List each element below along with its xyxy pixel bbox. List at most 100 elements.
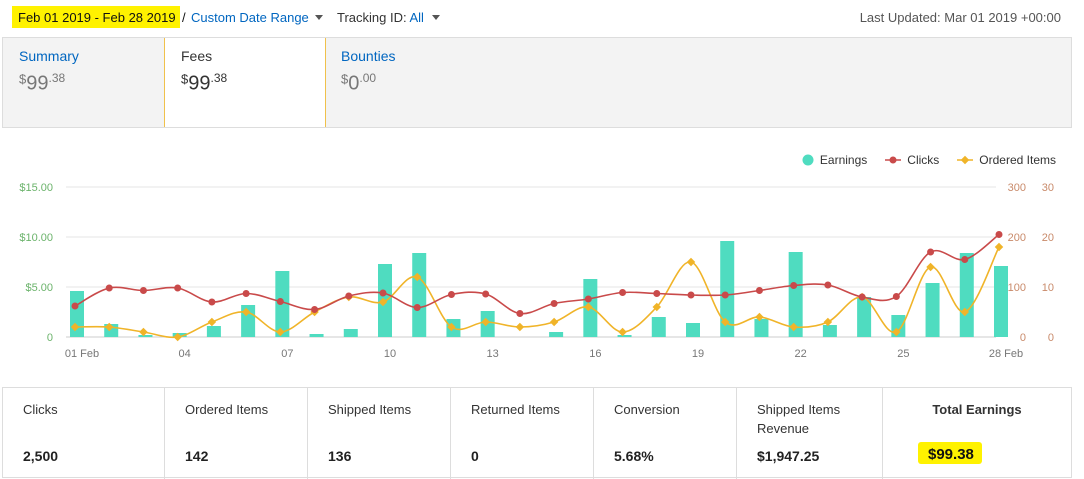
stat-label: Returned Items bbox=[471, 402, 560, 417]
clicks-point bbox=[276, 298, 284, 305]
earnings-bar bbox=[138, 335, 153, 337]
y-tick-label-earnings: 0 bbox=[47, 332, 53, 344]
tracking-id-label: Tracking ID: bbox=[337, 10, 407, 25]
ordered-items-point bbox=[926, 262, 935, 272]
ordered-items-line bbox=[74, 246, 1000, 339]
x-tick-label: 13 bbox=[487, 348, 499, 360]
tracking-id-value[interactable]: All bbox=[409, 10, 424, 25]
ordered-items-point bbox=[549, 317, 559, 327]
x-tick-label: 19 bbox=[692, 348, 704, 360]
chart-area: Earnings Clicks Ordered Items $15.00 300 3… bbox=[2, 127, 1072, 387]
date-separator: / bbox=[182, 10, 186, 25]
y-tick-label-earnings: $5.00 bbox=[25, 282, 53, 294]
clicks-point bbox=[379, 289, 387, 297]
clicks-point bbox=[516, 310, 524, 317]
stat-value: 2,500 bbox=[23, 448, 59, 464]
y-tick-label-clicks: 100 bbox=[1008, 282, 1026, 294]
x-tick-label: 07 bbox=[281, 348, 293, 360]
ordered-items-point bbox=[207, 317, 217, 327]
ordered-items-point bbox=[584, 302, 593, 312]
ordered-items-point bbox=[789, 322, 798, 332]
clicks-point bbox=[447, 291, 455, 298]
clicks-point bbox=[961, 256, 969, 263]
earnings-bar bbox=[994, 266, 1008, 337]
earnings-bar bbox=[206, 326, 221, 337]
stat-returned-items: Returned Items 0 bbox=[451, 388, 594, 479]
clicks-line bbox=[74, 233, 1000, 315]
chart-legend: Earnings Clicks Ordered Items bbox=[802, 153, 1056, 167]
legend-clicks-marker bbox=[885, 156, 902, 164]
x-tick-label: 01 Feb bbox=[65, 348, 99, 360]
earnings-bar bbox=[343, 329, 358, 337]
tracking-id-dropdown[interactable]: Tracking ID: All bbox=[337, 10, 424, 25]
ordered-items-point bbox=[823, 317, 833, 327]
ordered-items-point bbox=[447, 322, 456, 332]
clicks-point bbox=[824, 281, 832, 289]
stat-label: Clicks bbox=[23, 402, 58, 417]
clicks-point bbox=[995, 231, 1003, 238]
legend-label: Clicks bbox=[907, 153, 940, 167]
earnings-bar bbox=[617, 335, 632, 337]
clicks-point bbox=[482, 290, 490, 298]
tab-bounties[interactable]: Bounties $0.00 bbox=[325, 38, 485, 128]
custom-date-range-dropdown[interactable]: Custom Date Range bbox=[191, 10, 309, 25]
stats-bar: Clicks 2,500 Ordered Items 142 Shipped I… bbox=[2, 387, 1072, 479]
stat-value: 5.68% bbox=[614, 448, 654, 464]
earnings-bar bbox=[959, 253, 974, 337]
earnings-bar bbox=[754, 319, 769, 337]
ordered-items-point bbox=[960, 307, 970, 317]
stat-label: Ordered Items bbox=[185, 402, 269, 417]
ordered-items-point bbox=[755, 312, 764, 322]
ordered-items-point bbox=[378, 297, 388, 307]
tab-fees[interactable]: Fees $99.38 bbox=[164, 38, 326, 133]
stat-total-earnings: Total Earnings bbox=[883, 388, 1071, 479]
clicks-point bbox=[550, 300, 558, 307]
legend-ordered-items[interactable]: Ordered Items bbox=[957, 153, 1056, 167]
earnings-bar bbox=[720, 241, 735, 337]
ordered-items-point bbox=[652, 302, 662, 312]
legend-earnings[interactable]: Earnings bbox=[802, 153, 867, 167]
stat-ordered-items: Ordered Items 142 bbox=[165, 388, 308, 479]
clicks-point bbox=[584, 295, 592, 303]
chevron-down-icon[interactable] bbox=[315, 15, 323, 20]
tab-summary[interactable]: Summary $99.38 bbox=[3, 38, 163, 128]
earnings-bar bbox=[686, 323, 700, 337]
last-updated: Last Updated: Mar 01 2019 +00:00 bbox=[859, 10, 1061, 25]
earnings-bar bbox=[70, 291, 84, 337]
legend-earnings-marker bbox=[802, 154, 814, 166]
clicks-point bbox=[619, 289, 627, 296]
clicks-point bbox=[105, 284, 113, 292]
ordered-items-point bbox=[104, 322, 114, 332]
ordered-items-point bbox=[515, 322, 525, 332]
stat-shipped-revenue: Shipped Items Revenue $1,947.25 bbox=[737, 388, 883, 479]
clicks-point bbox=[208, 298, 216, 306]
chevron-down-icon[interactable] bbox=[432, 15, 440, 20]
stat-value: 142 bbox=[185, 448, 209, 464]
legend-clicks[interactable]: Clicks bbox=[885, 153, 939, 167]
ordered-items-point bbox=[686, 257, 696, 267]
ordered-items-point bbox=[481, 317, 490, 327]
earnings-bar bbox=[822, 325, 837, 337]
tab-amount: $0.00 bbox=[341, 71, 377, 95]
stat-value: 136 bbox=[328, 448, 352, 464]
tab-label: Summary bbox=[19, 48, 79, 64]
earnings-bar bbox=[549, 332, 564, 337]
clicks-point bbox=[139, 287, 147, 294]
ordered-items-point bbox=[892, 327, 901, 337]
tab-amount: $99.38 bbox=[181, 71, 228, 95]
x-tick-label: 16 bbox=[589, 348, 601, 360]
stat-value: 0 bbox=[471, 448, 479, 464]
earnings-bar bbox=[857, 297, 872, 337]
earnings-bar bbox=[651, 317, 666, 337]
date-range[interactable]: Feb 01 2019 - Feb 28 2019 bbox=[12, 6, 180, 28]
clicks-point bbox=[174, 284, 182, 292]
y-tick-label-clicks: 0 bbox=[1020, 332, 1026, 344]
total-earnings-value: $99.38 bbox=[928, 446, 974, 463]
tab-label: Bounties bbox=[341, 48, 396, 64]
ordered-items-point bbox=[241, 307, 251, 317]
y-tick-label-ordered: 20 bbox=[1042, 232, 1054, 244]
earnings-bar bbox=[788, 252, 803, 337]
x-tick-label: 28 Feb bbox=[989, 348, 1023, 360]
ordered-items-point bbox=[412, 272, 422, 282]
ordered-items-point bbox=[720, 317, 730, 327]
